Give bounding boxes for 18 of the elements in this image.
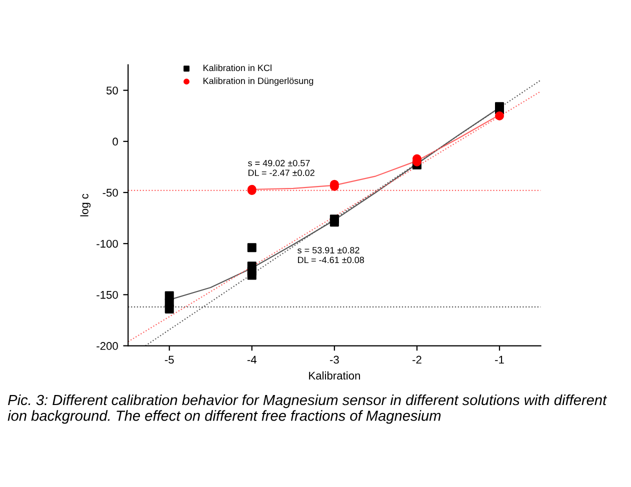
y-tick-label: 0 [112,138,118,146]
y-tick-label: -100 [96,240,118,248]
legend-label: Kalibration in Düngerlösung [204,77,314,86]
x-axis-title: Kalibration [309,371,360,380]
annotation: s = 49.02 ±0.57 DL = -2.47 ±0.02 [248,160,314,176]
x-tick-label: -2 [412,356,422,364]
legend-label: Kalibration in KCl [204,64,272,72]
y-axis-title: log c [80,194,91,216]
x-tick-label: -1 [495,356,504,364]
x-tick-label: -3 [330,356,339,364]
y-tick-label: 50 [106,86,118,94]
text: Pic. 3: Different calibration behavior for Magnesium sensor in different solutions with different ion background. The effect on different free fractions of Magnesium [8,394,608,424]
annotation: s = 53.91 ±0.82 DL = -4.61 ±0.08 [298,247,364,264]
y-tick-label: -50 [102,188,118,197]
x-tick-label: -5 [164,356,174,364]
x-tick-label: -4 [247,356,257,364]
y-tick-label: -200 [96,342,118,350]
y-tick-label: -150 [96,290,118,299]
